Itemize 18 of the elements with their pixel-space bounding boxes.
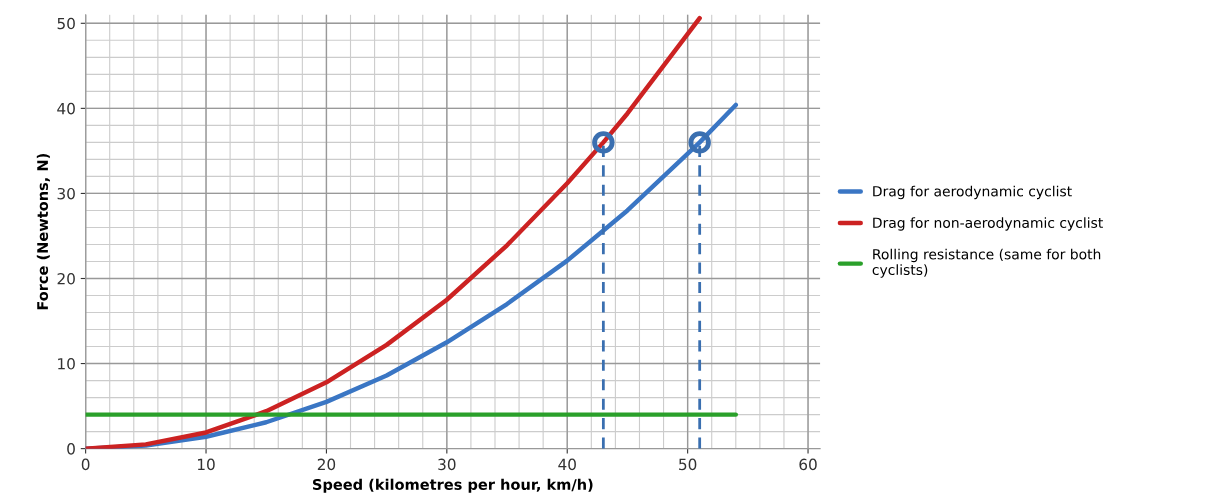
x-tick-label: 30 [438,458,456,471]
y-tick-label: 10 [58,358,75,370]
x-tick-label: 40 [558,458,576,471]
x-tick-label: 60 [799,458,817,471]
legend-label: Drag for aerodynamic cyclist [873,185,1072,200]
x-axis-title: Speed (kilometres per hour, km/h) [312,478,593,493]
y-tick-label: 40 [57,102,75,115]
x-tick-label: 10 [197,458,215,471]
y-tick-label: 30 [57,187,75,200]
x-tick-label: 0 [81,458,90,471]
x-tick-label: 50 [679,458,697,471]
y-tick-label: 50 [57,17,75,30]
y-tick-label: 0 [67,443,75,455]
legend-label: Rolling resistance (same for both cyclists) [872,248,1101,278]
y-tick-label: 20 [57,272,75,285]
x-tick-label: 20 [317,458,336,471]
legend-label: Drag for non-aerodynamic cyclist [873,217,1103,231]
y-axis-title: Force (Newtons, N) [36,153,50,310]
